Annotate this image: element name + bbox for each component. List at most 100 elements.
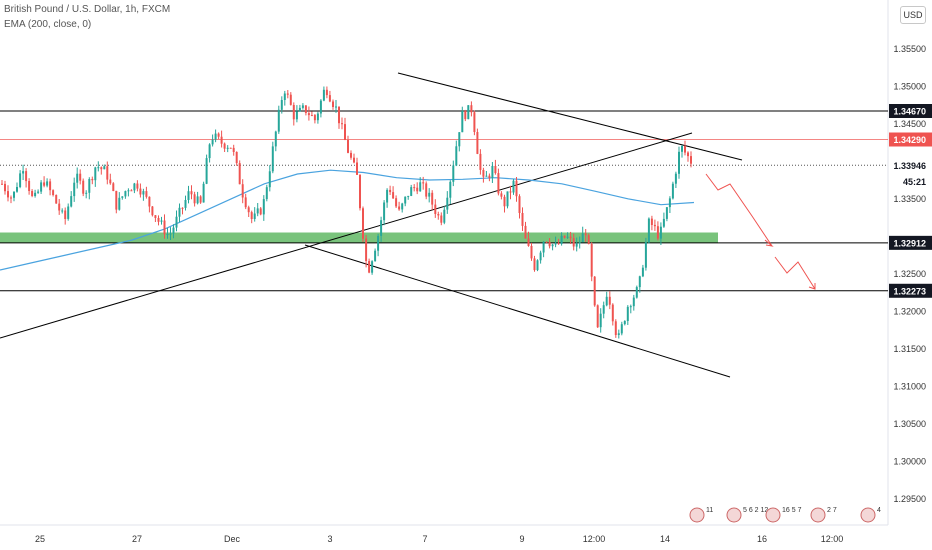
candle-body bbox=[250, 212, 253, 219]
candle-body bbox=[148, 196, 151, 207]
countdown-bg bbox=[889, 174, 932, 189]
candle-body bbox=[262, 199, 265, 215]
candle-body bbox=[599, 313, 602, 328]
candle-body bbox=[551, 244, 554, 247]
ema-indicator-label[interactable]: EMA (200, close, 0) bbox=[4, 19, 92, 30]
candle-body bbox=[545, 241, 548, 243]
candle-body bbox=[43, 182, 46, 186]
candle-body bbox=[500, 193, 503, 197]
y-tick-label: 1.33500 bbox=[893, 194, 926, 204]
candle-body bbox=[641, 267, 644, 277]
x-tick-label: Dec bbox=[224, 534, 241, 544]
candle-body bbox=[325, 89, 328, 96]
candle-body bbox=[226, 147, 229, 149]
candle-body bbox=[94, 167, 97, 181]
candle-body bbox=[280, 100, 283, 110]
candle-body bbox=[425, 183, 428, 197]
countdown-label: 45:21 bbox=[903, 177, 926, 187]
price-badge-support-bg bbox=[889, 283, 932, 298]
x-tick-label: 9 bbox=[519, 534, 524, 544]
candle-body bbox=[235, 152, 238, 164]
candle-body bbox=[112, 183, 115, 191]
flag-group-icon[interactable] bbox=[810, 507, 826, 523]
candle-body bbox=[283, 93, 286, 100]
currency-button[interactable]: USD bbox=[900, 6, 926, 24]
candle-body bbox=[277, 109, 280, 132]
candle-body bbox=[503, 196, 506, 207]
y-tick-label: 1.35000 bbox=[893, 81, 926, 91]
candle-body bbox=[440, 215, 443, 223]
x-tick-label: 25 bbox=[35, 534, 45, 544]
support-zone bbox=[0, 232, 718, 243]
candle-body bbox=[653, 224, 656, 227]
candle-body bbox=[76, 173, 79, 183]
candle-body bbox=[85, 192, 88, 194]
candle-body bbox=[127, 190, 130, 192]
candle-body bbox=[82, 180, 85, 194]
x-tick-label: 12:00 bbox=[821, 534, 844, 544]
ema-line bbox=[0, 169, 695, 271]
candle-body bbox=[527, 238, 530, 246]
candle-body bbox=[638, 276, 641, 288]
candle-body bbox=[169, 233, 172, 235]
candle-body bbox=[644, 242, 647, 268]
price-badge-current: 1.34290 bbox=[893, 135, 926, 145]
candle-body bbox=[344, 124, 346, 140]
candle-body bbox=[590, 244, 593, 277]
candle-body bbox=[560, 235, 563, 244]
candle-body bbox=[368, 261, 371, 273]
y-tick-label: 1.35500 bbox=[893, 44, 926, 54]
candle-body bbox=[130, 190, 133, 192]
candle-body bbox=[617, 333, 620, 335]
candle-body bbox=[160, 220, 163, 222]
candle-body bbox=[362, 208, 364, 239]
candle-body bbox=[374, 250, 377, 262]
candle-body bbox=[199, 196, 202, 203]
candle-body bbox=[178, 207, 181, 217]
candle-body bbox=[482, 169, 485, 177]
candle-body bbox=[563, 235, 566, 238]
candle-body bbox=[422, 182, 425, 184]
candle-body bbox=[28, 181, 31, 191]
symbol-title[interactable]: British Pound / U.S. Dollar, 1h, FXCM bbox=[4, 4, 171, 15]
candle-body bbox=[316, 113, 319, 121]
candle-body bbox=[608, 296, 611, 305]
flag-group-icon[interactable] bbox=[726, 507, 742, 523]
candle-body bbox=[467, 105, 470, 120]
candle-body bbox=[380, 220, 383, 236]
candle-body bbox=[359, 174, 361, 209]
candle-body bbox=[569, 236, 572, 239]
flag-group-icon[interactable] bbox=[765, 507, 781, 523]
candle-body bbox=[322, 89, 325, 101]
flag-group-icon[interactable] bbox=[860, 507, 876, 523]
candle-body bbox=[623, 321, 626, 325]
candle-body bbox=[46, 181, 49, 186]
candle-body bbox=[229, 147, 232, 149]
candle-body bbox=[512, 180, 515, 193]
candle-body bbox=[614, 321, 617, 335]
event-count: 4 bbox=[877, 507, 881, 514]
candle-body bbox=[67, 206, 70, 219]
candle-body bbox=[416, 187, 419, 192]
candle-body bbox=[175, 216, 178, 228]
candle-body bbox=[295, 111, 298, 120]
candle-body bbox=[347, 140, 349, 153]
candle-body bbox=[304, 105, 307, 113]
candle-body bbox=[61, 210, 64, 212]
candle-body bbox=[1, 183, 3, 185]
candle-body bbox=[172, 227, 175, 234]
candle-body bbox=[265, 187, 268, 200]
candle-body bbox=[455, 146, 458, 166]
candle-body bbox=[581, 233, 584, 243]
candle-body bbox=[665, 207, 668, 219]
candle-body bbox=[289, 94, 292, 105]
descending-lower-trendline bbox=[304, 244, 731, 378]
candle-body bbox=[395, 198, 398, 207]
candle-body bbox=[335, 106, 337, 108]
candle-body bbox=[626, 306, 629, 321]
y-tick-label: 1.34500 bbox=[893, 119, 926, 129]
x-tick-label: 14 bbox=[660, 534, 670, 544]
flag-us-icon[interactable] bbox=[689, 507, 705, 523]
